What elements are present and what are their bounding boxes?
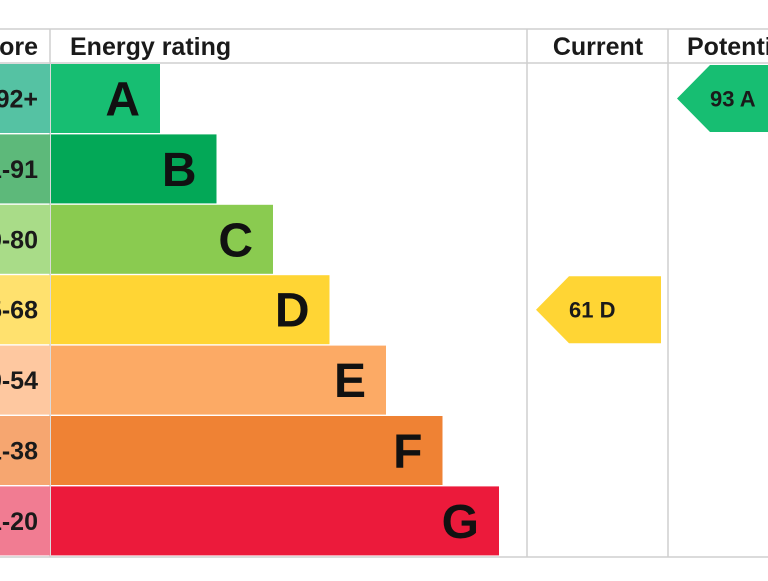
score-range-f: 21-38 [0, 438, 38, 466]
score-cell-b [0, 134, 50, 204]
header-current: Current [553, 33, 644, 61]
rating-bands: 92+ A 81-91 B 69-80 C 55-68 D 39-54 E 21-38 F 1-20 G [0, 64, 499, 556]
score-range-a: 92+ [0, 86, 38, 114]
band-letter-f: F [393, 426, 422, 479]
score-range-c: 69-80 [0, 226, 38, 254]
band-letter-d: D [275, 285, 310, 338]
band-bar-a [51, 64, 160, 133]
potential-rating-label: 93 A [710, 87, 756, 112]
current-rating-label: 61 D [569, 298, 615, 323]
score-cell-f [0, 416, 50, 485]
band-bar-g [51, 486, 499, 556]
score-cell-g [0, 486, 50, 556]
header-score: Score [0, 33, 38, 61]
band-letter-c: C [218, 214, 253, 267]
rating-markers: 61 D 93 A [536, 65, 768, 344]
score-range-b: 81-91 [0, 156, 38, 184]
score-cell-d [0, 275, 50, 345]
score-range-g: 1-20 [0, 508, 38, 536]
band-letter-a: A [105, 74, 140, 127]
current-rating-arrow [536, 276, 661, 344]
score-cell-a [0, 64, 50, 133]
band-bar-c [51, 204, 273, 274]
score-cell-e [0, 345, 50, 415]
header-energy-rating: Energy rating [70, 33, 231, 61]
band-bar-b [51, 134, 217, 204]
band-bar-e [51, 345, 386, 415]
score-range-d: 55-68 [0, 297, 38, 325]
band-bar-f [51, 416, 443, 485]
score-range-e: 39-54 [0, 367, 38, 395]
band-bar-d [51, 275, 330, 345]
band-letter-g: G [442, 496, 479, 549]
band-letter-e: E [334, 355, 366, 408]
potential-rating-arrow [677, 65, 768, 132]
band-letter-b: B [162, 144, 197, 197]
header-potential: Potential [687, 33, 768, 61]
score-cell-c [0, 204, 50, 274]
